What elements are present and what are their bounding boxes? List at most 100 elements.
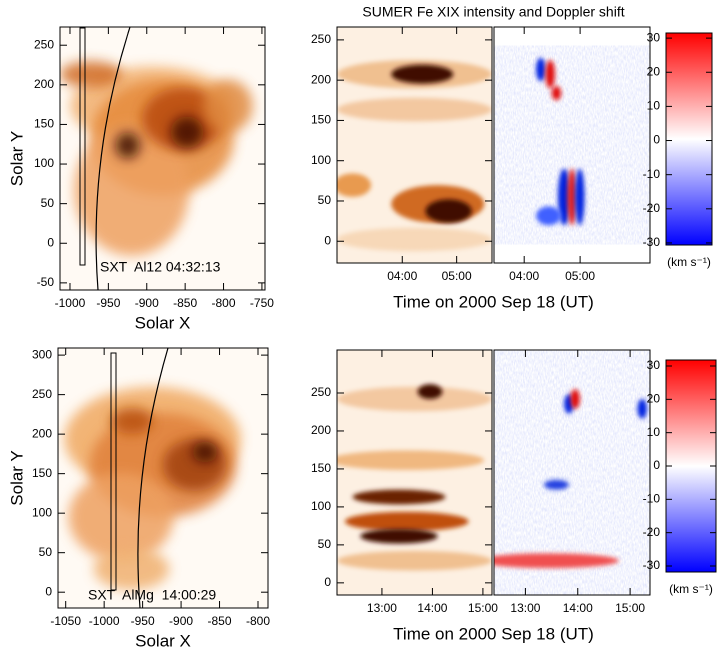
y-tick-label: 20 <box>647 64 661 78</box>
y-tick-label: 150 <box>311 461 331 475</box>
y-tick-label: 50 <box>39 545 53 559</box>
image-blob <box>417 384 443 399</box>
x-tick-label: 14:00 <box>417 601 447 615</box>
y-tick-label: 200 <box>34 77 54 91</box>
image-blob <box>575 168 585 226</box>
colorbar <box>665 359 717 573</box>
panel: 13:00 14:00 15:00 0 50 100 150 200 250 Time on 20… <box>311 349 594 643</box>
frame <box>336 349 493 596</box>
x-axis-label: Solar X <box>135 631 191 650</box>
x-tick-label: 04:00 <box>387 269 417 283</box>
image-blob <box>545 60 555 89</box>
image-blob <box>391 64 454 84</box>
colorbar-label: (km s⁻¹) <box>667 255 711 269</box>
image-blob <box>567 168 577 226</box>
image-blob <box>68 472 174 562</box>
y-tick-label: 100 <box>311 153 331 167</box>
x-tick-label: -950 <box>131 614 155 628</box>
image-blob <box>551 86 562 101</box>
x-tick-label: -900 <box>169 614 193 628</box>
image-blob <box>170 116 204 148</box>
x-tick-label: 05:00 <box>442 269 472 283</box>
y-tick-label: -10 <box>643 492 661 506</box>
image <box>60 27 265 290</box>
image-blob <box>557 168 571 226</box>
image <box>58 348 268 608</box>
limb <box>137 348 169 608</box>
x-tick-label: -1050 <box>50 614 81 628</box>
x-axis-label: Time on 2000 Sep 18 (UT) <box>393 292 594 311</box>
image-blob <box>494 553 619 569</box>
y-tick-label: 200 <box>32 426 52 440</box>
x-tick-label: -950 <box>96 296 120 310</box>
y-axis-label: Solar Y <box>7 131 26 186</box>
panel: -30 -20 -10 0 10 20 30 (km s⁻¹) <box>643 30 713 269</box>
y-tick-label: 20 <box>647 392 661 406</box>
y-tick-label: 30 <box>647 358 661 372</box>
x-tick-label: -1000 <box>55 296 86 310</box>
x-tick-label: 15:00 <box>468 601 498 615</box>
y-tick-label: 10 <box>647 425 661 439</box>
x-tick-label: 14:00 <box>563 601 593 615</box>
image-blob <box>337 97 492 122</box>
x-tick-label: -750 <box>250 296 274 310</box>
x-axis-label: Time on 2000 Sep 18 (UT) <box>393 624 594 643</box>
image-blob <box>337 227 492 252</box>
image-blob <box>425 199 472 223</box>
y-tick-label: 200 <box>311 423 331 437</box>
y-tick-label: 250 <box>311 385 331 399</box>
y-tick-label: 0 <box>45 584 52 598</box>
y-tick-label: 0 <box>324 575 331 589</box>
frame <box>493 26 651 264</box>
annotation: SXT Al12 04:32:13 <box>100 259 221 275</box>
image-blob <box>536 57 546 82</box>
x-tick-label: 13:00 <box>367 601 397 615</box>
chart-title: SUMER Fe XIX intensity and Doppler shift <box>362 4 624 20</box>
image <box>337 350 492 595</box>
y-axis-label: Solar Y <box>7 450 26 505</box>
image <box>494 350 650 595</box>
image-blob <box>536 206 562 226</box>
y-tick-label: 0 <box>653 458 660 472</box>
y-tick-label: -20 <box>643 201 661 215</box>
panel: -1050 -1000 -950 -900 -850 -800 0 50 100 150 200 25… <box>7 347 270 650</box>
panel: -1000 -950 -900 -850 -800 -750 -50 0 50 100 150 200… <box>7 26 274 332</box>
image-blob <box>192 441 218 463</box>
frame <box>57 347 269 609</box>
image-blob <box>337 550 492 571</box>
panel: 04:00 05:00 0 50 100 150 200 250 SUMER Fe XIX in… <box>311 4 625 312</box>
x-tick-label: -850 <box>208 614 232 628</box>
x-tick-label: 15:00 <box>615 601 645 615</box>
image-blob <box>93 548 170 590</box>
x-tick-label: 13:00 <box>510 601 540 615</box>
y-tick-label: 250 <box>311 32 331 46</box>
y-tick-label: 0 <box>324 233 331 247</box>
image <box>494 27 650 263</box>
limb <box>95 27 131 290</box>
y-tick-label: 300 <box>32 347 52 361</box>
y-tick-label: -30 <box>643 558 661 572</box>
y-tick-label: 10 <box>647 99 661 113</box>
y-tick-label: 250 <box>32 387 52 401</box>
image-blob <box>60 61 122 88</box>
image-blob <box>110 407 153 434</box>
x-tick-label: -1000 <box>89 614 120 628</box>
y-tick-label: 50 <box>318 537 332 551</box>
frame <box>493 349 651 596</box>
image-blob <box>637 399 647 419</box>
x-tick-label: -800 <box>246 614 270 628</box>
x-tick-label: 04:00 <box>509 269 539 283</box>
y-tick-label: -50 <box>37 275 55 289</box>
y-tick-label: -20 <box>643 525 661 539</box>
y-tick-label: -10 <box>643 167 661 181</box>
x-axis-label: Solar X <box>135 313 191 332</box>
frame <box>336 26 493 264</box>
y-tick-label: 50 <box>41 196 55 210</box>
panel: 13:00 14:00 15:00 <box>493 349 651 615</box>
image-blob <box>337 450 485 471</box>
image-blob <box>352 489 446 505</box>
y-tick-label: 150 <box>32 466 52 480</box>
x-tick-label: -900 <box>135 296 159 310</box>
image-blob <box>360 528 438 544</box>
